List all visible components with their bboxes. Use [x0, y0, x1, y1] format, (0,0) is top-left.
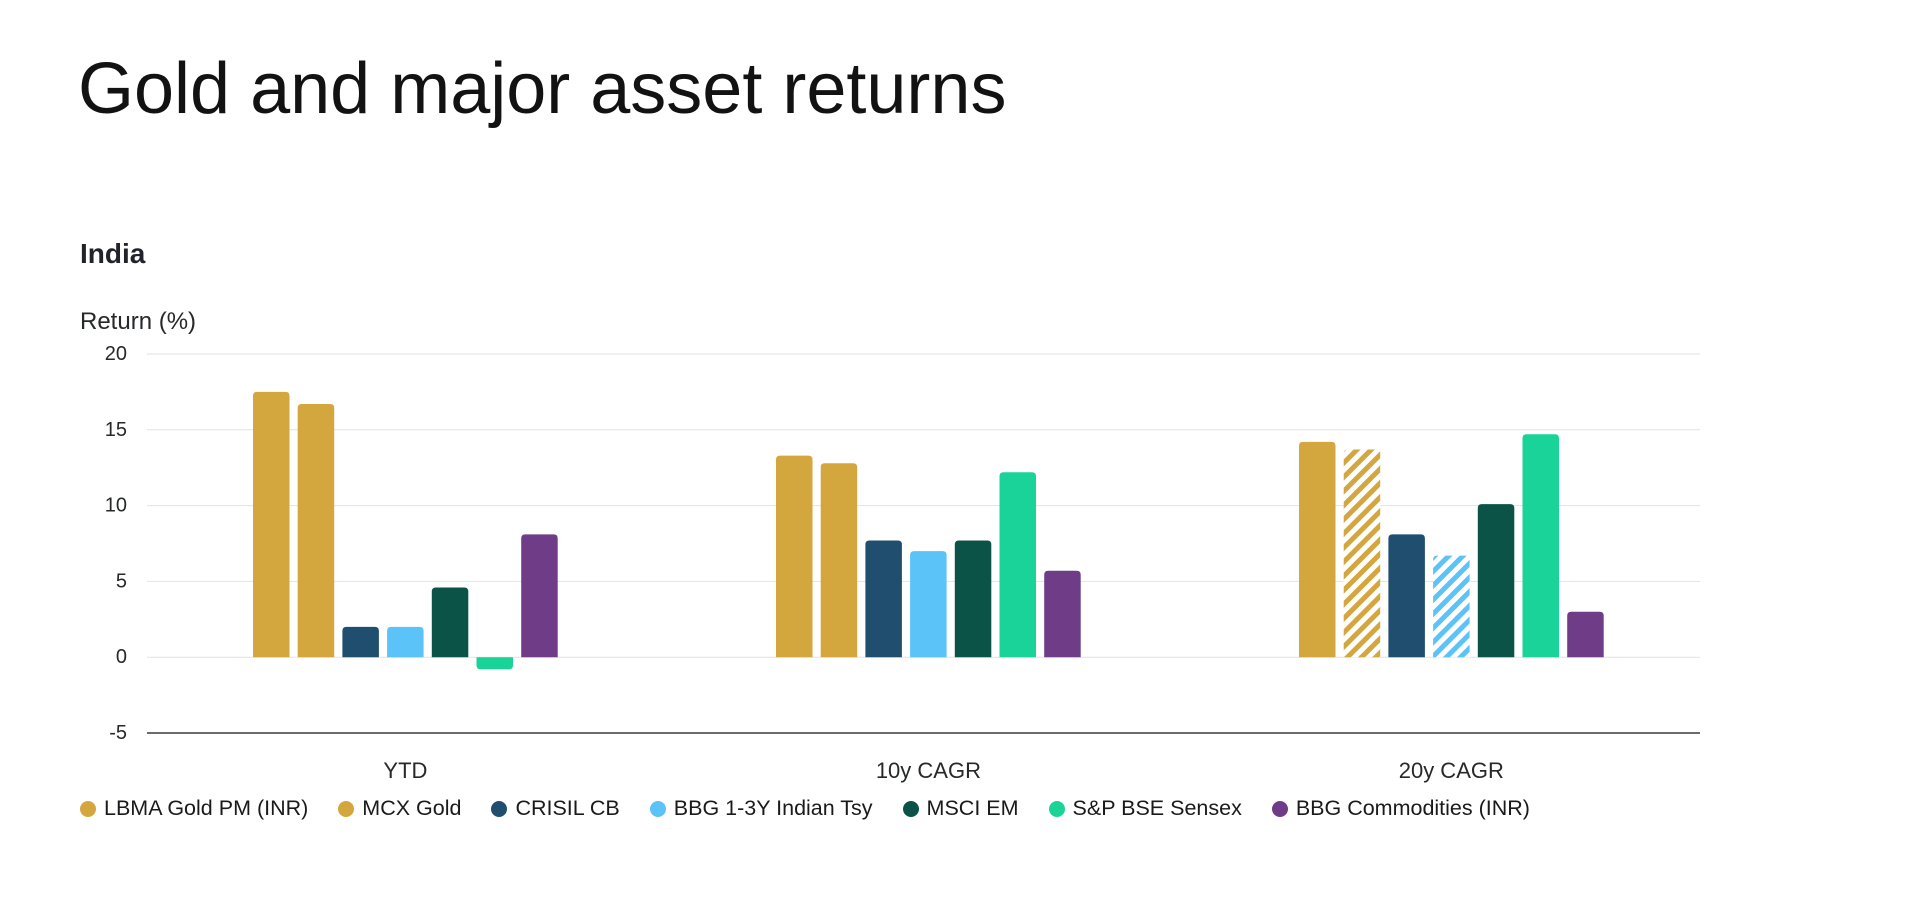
- svg-text:YTD: YTD: [383, 758, 427, 783]
- svg-text:0: 0: [116, 646, 127, 668]
- svg-text:10: 10: [105, 495, 127, 517]
- svg-text:-5: -5: [109, 722, 127, 744]
- svg-text:5: 5: [116, 570, 127, 592]
- svg-text:20: 20: [105, 343, 127, 365]
- svg-text:10y CAGR: 10y CAGR: [876, 758, 981, 783]
- svg-text:15: 15: [105, 419, 127, 441]
- svg-text:20y CAGR: 20y CAGR: [1399, 758, 1504, 783]
